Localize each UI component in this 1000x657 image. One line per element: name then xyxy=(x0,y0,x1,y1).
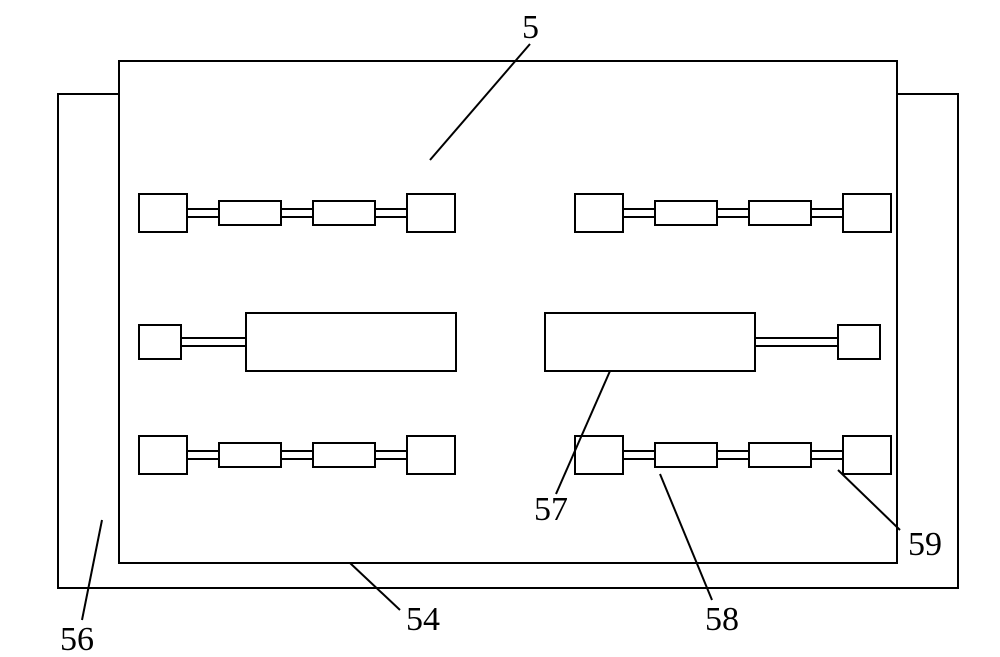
dumbbell-bottom-right-bolt-left xyxy=(575,436,623,474)
dumbbell-bottom-left-inner-1 xyxy=(219,443,281,467)
dumbbell-top-right-inner-1 xyxy=(655,201,717,225)
dumbbell-top-left-inner-2 xyxy=(313,201,375,225)
dumbbell-bottom-right-bolt-right xyxy=(843,436,891,474)
dumbbell-top-left-inner-1 xyxy=(219,201,281,225)
dumbbell-top-left-bolt-right xyxy=(407,194,455,232)
inner-frame xyxy=(119,61,897,563)
label-l56: 56 xyxy=(60,621,94,657)
dumbbell-bottom-right-inner-1 xyxy=(655,443,717,467)
dumbbell-top-right-bolt-left xyxy=(575,194,623,232)
center-block-left xyxy=(246,313,456,371)
dumbbell-bottom-left-inner-2 xyxy=(313,443,375,467)
dumbbell-top-right-inner-2 xyxy=(749,201,811,225)
dumbbell-top-right-bolt-right xyxy=(843,194,891,232)
dumbbell-bottom-left-bolt-left xyxy=(139,436,187,474)
center-connector-bolt-right xyxy=(838,325,880,359)
label-l57: 57 xyxy=(534,491,568,528)
dumbbell-top-left-bolt-left xyxy=(139,194,187,232)
center-connector-bolt-left xyxy=(139,325,181,359)
dumbbell-bottom-left-bolt-right xyxy=(407,436,455,474)
label-l54: 54 xyxy=(406,601,440,638)
center-block-right xyxy=(545,313,755,371)
label-l59: 59 xyxy=(908,526,942,563)
dumbbell-bottom-right-inner-2 xyxy=(749,443,811,467)
label-l58: 58 xyxy=(705,601,739,638)
label-l5: 5 xyxy=(522,9,539,46)
